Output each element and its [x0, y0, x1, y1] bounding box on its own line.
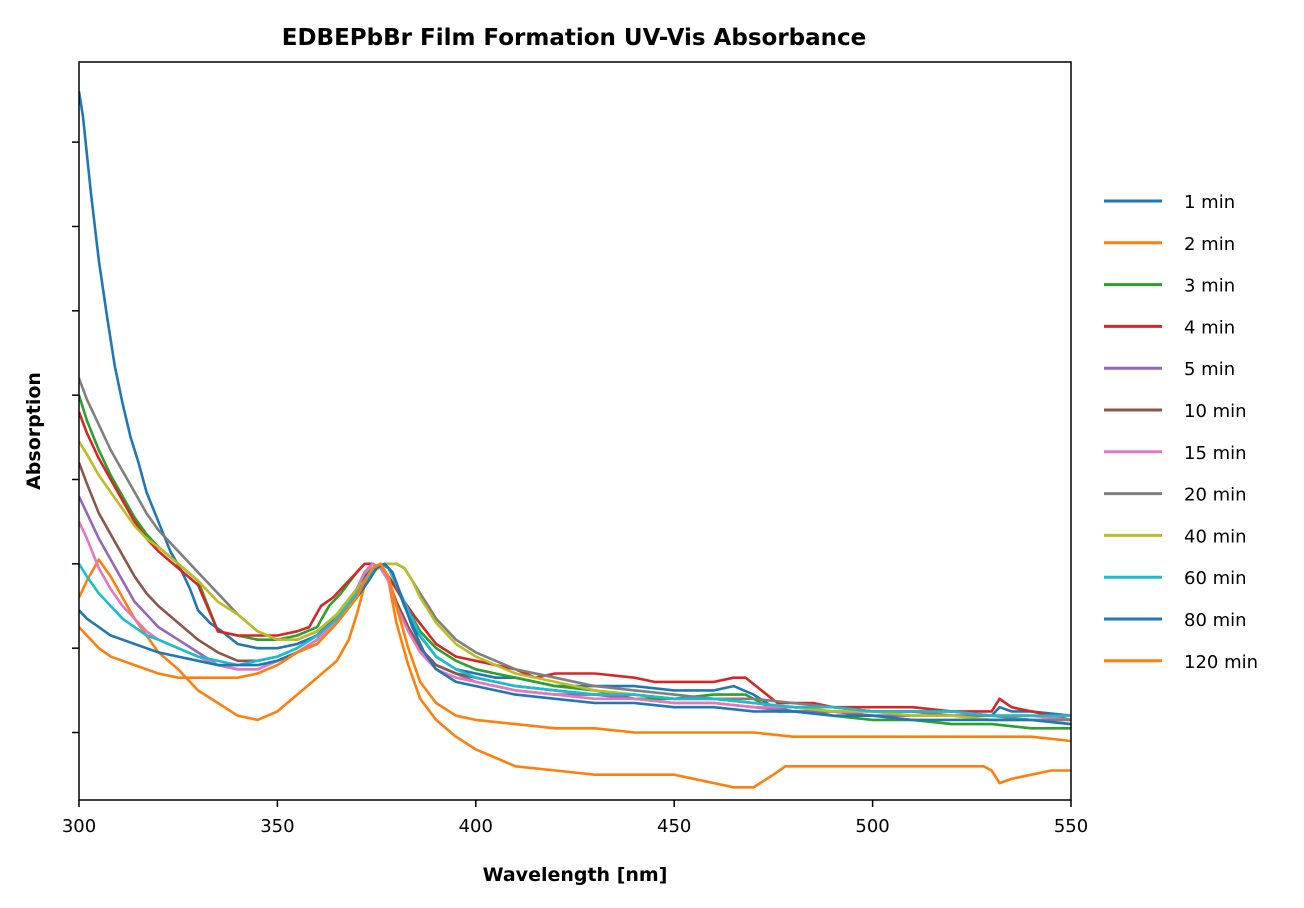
series-line-15-min [79, 521, 1071, 722]
x-ticks: 300 350 400 450 500 550 [62, 800, 1088, 837]
series-line-1-min [79, 91, 1071, 718]
plot-frame [78, 61, 1072, 801]
legend-label: 80 min [1184, 610, 1247, 631]
x-tick-label: 450 [657, 816, 691, 837]
series-line-80-min [79, 562, 1071, 726]
legend-label: 5 min [1184, 359, 1235, 380]
series-line-60-min [79, 562, 1071, 718]
series-line-4-min [79, 411, 1071, 722]
legend-label: 3 min [1184, 276, 1235, 297]
x-tick-label: 550 [1054, 816, 1088, 837]
legend-label: 60 min [1184, 568, 1247, 589]
y-ticks [72, 141, 79, 734]
legend-label: 15 min [1184, 443, 1247, 464]
legend-label: 1 min [1184, 192, 1235, 213]
legend-label: 20 min [1184, 485, 1247, 506]
series-layer [79, 91, 1071, 789]
x-tick-label: 350 [260, 816, 294, 837]
x-tick-label: 500 [855, 816, 889, 837]
x-tick-label: 300 [62, 816, 96, 837]
series-line-20-min [79, 377, 1071, 722]
chart-title: EDBEPbBr Film Formation UV-Vis Absorbanc… [282, 25, 867, 51]
x-tick-label: 400 [459, 816, 493, 837]
legend-label: 120 min [1184, 652, 1258, 673]
legend-label: 10 min [1184, 401, 1247, 422]
x-axis-label: Wavelength [nm] [483, 864, 668, 886]
y-axis-label: Absorption [23, 372, 45, 490]
series-line-2-min [79, 558, 1071, 789]
legend-label: 2 min [1184, 234, 1235, 255]
legend: 1 min 2 min 3 min 4 min 5 min 10 min 15 min 20 … [1104, 192, 1258, 673]
legend-label: 4 min [1184, 317, 1235, 338]
series-line-120-min [79, 562, 1071, 743]
legend-label: 40 min [1184, 526, 1247, 547]
